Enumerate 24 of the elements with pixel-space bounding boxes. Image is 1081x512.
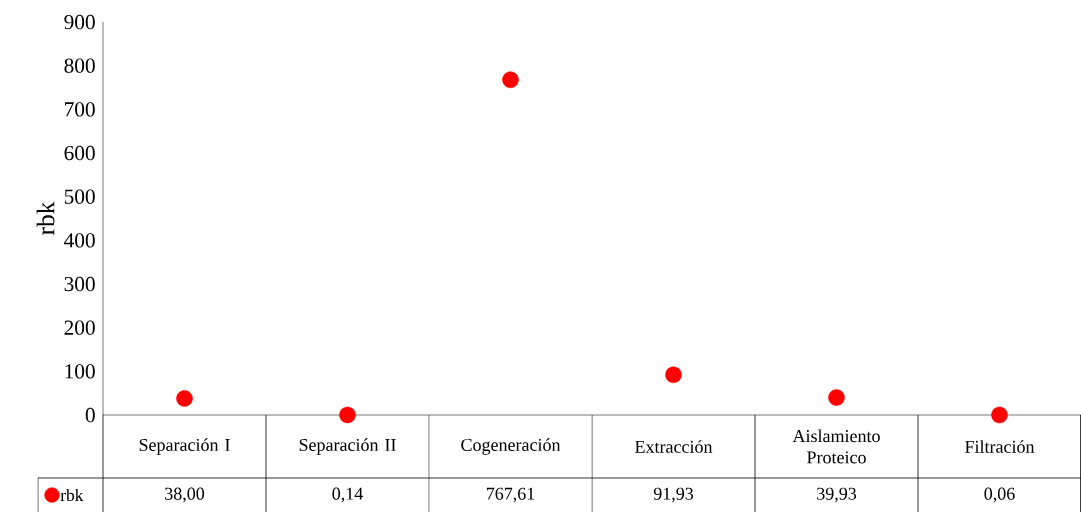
data-label: 39,93 bbox=[817, 487, 857, 503]
y-tick-label: 200 bbox=[64, 320, 95, 335]
data-label: 38,00 bbox=[165, 487, 205, 503]
y-tick-label: 700 bbox=[65, 102, 95, 117]
y-tick-label: 600 bbox=[64, 145, 95, 161]
x-tick-label: Extracción bbox=[635, 440, 713, 453]
y-tick-label: 500 bbox=[64, 189, 95, 204]
x-tick-label: Aislamiento Proteico bbox=[792, 429, 880, 464]
y-tick-label: 100 bbox=[65, 364, 95, 379]
y-tick-label: 800 bbox=[64, 58, 95, 73]
data-label: 91,93 bbox=[653, 487, 694, 503]
y-tick-label: 300 bbox=[64, 276, 95, 292]
x-tick-label: Cogeneración bbox=[461, 438, 561, 455]
data-label: 767,61 bbox=[486, 487, 535, 503]
y-tick-label: 0 bbox=[85, 407, 95, 423]
y-tick-label: 900 bbox=[64, 14, 95, 30]
x-tick-label: Separación I bbox=[139, 438, 230, 455]
y-axis-title: rbk bbox=[36, 201, 55, 235]
data-label: 0,14 bbox=[332, 487, 363, 503]
x-tick-label: Filtración bbox=[965, 440, 1035, 453]
data-label: 0,06 bbox=[984, 487, 1015, 503]
y-tick-label: 400 bbox=[64, 233, 95, 248]
x-tick-label: Separación II bbox=[299, 438, 396, 455]
legend-label: rbk bbox=[60, 488, 84, 502]
